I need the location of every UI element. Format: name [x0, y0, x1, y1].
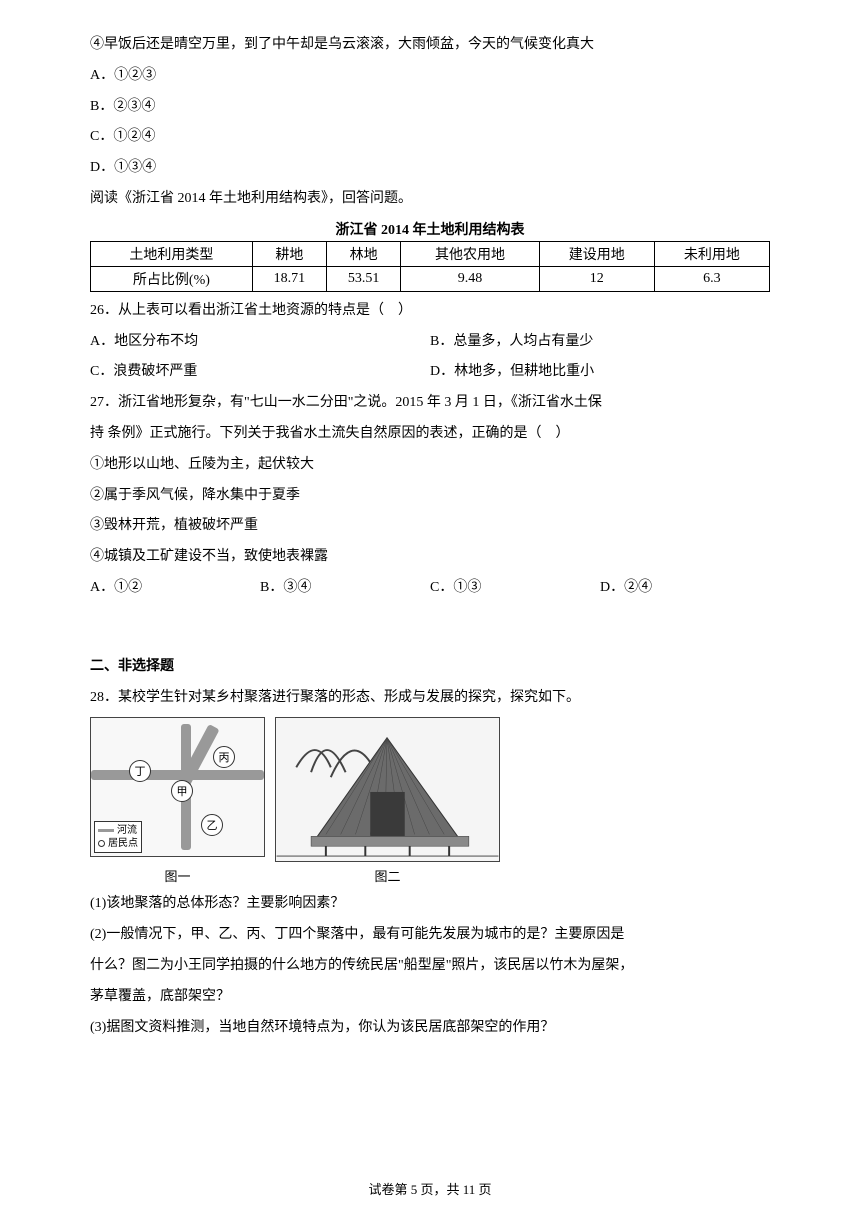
- option-c: C．①②④: [90, 122, 770, 153]
- table-cell: 所占比例(%): [91, 266, 253, 291]
- q27-statement-4: ④城镇及工矿建设不当，致使地表裸露: [90, 542, 770, 573]
- table-header-cell: 未利用地: [654, 241, 769, 266]
- table-header-cell: 其他农用地: [401, 241, 539, 266]
- table-cell: 12: [539, 266, 654, 291]
- q27-stem-line2: 持 条例》正式施行。下列关于我省水土流失自然原因的表述，正确的是（ ）: [90, 419, 770, 450]
- table-row: 所占比例(%) 18.71 53.51 9.48 12 6.3: [91, 266, 770, 291]
- q26-option-d: D．林地多，但耕地比重小: [430, 357, 594, 388]
- table-header-cell: 建设用地: [539, 241, 654, 266]
- q27-statement-2: ②属于季风气候，降水集中于夏季: [90, 481, 770, 512]
- statement-4: ④早饭后还是晴空万里，到了中午却是乌云滚滚，大雨倾盆，今天的气候变化真大: [90, 30, 770, 61]
- land-use-table: 土地利用类型 耕地 林地 其他农用地 建设用地 未利用地 所占比例(%) 18.…: [90, 241, 770, 292]
- q26-option-b: B．总量多，人均占有量少: [430, 327, 593, 358]
- figures-row: 丁 丙 甲 乙 河流 居民点: [90, 717, 770, 862]
- q28-part-2-line2: 什么？图二为小王同学拍摄的什么地方的传统民居"船型屋"照片，该民居以竹木为屋架，: [90, 951, 770, 982]
- legend-river-label: 河流: [117, 824, 137, 837]
- figure-1-legend: 河流 居民点: [94, 821, 142, 853]
- table-header-row: 土地利用类型 耕地 林地 其他农用地 建设用地 未利用地: [91, 241, 770, 266]
- section-2-header: 二、非选择题: [90, 652, 770, 683]
- table-title: 浙江省 2014 年土地利用结构表: [90, 219, 770, 239]
- figure-2: [275, 717, 500, 862]
- table-header-cell: 耕地: [252, 241, 326, 266]
- legend-settlement-icon: [98, 840, 105, 847]
- q28-part-1: (1)该地聚落的总体形态？主要影响因素？: [90, 889, 770, 920]
- q26-option-a: A．地区分布不均: [90, 327, 430, 358]
- figure-2-label: 图二: [275, 866, 500, 885]
- q27-stem-line1: 27．浙江省地形复杂，有"七山一水二分田"之说。2015 年 3 月 1 日，《…: [90, 388, 770, 419]
- table-cell: 9.48: [401, 266, 539, 291]
- q27-option-b: B．③④: [260, 573, 430, 604]
- q26-stem: 26．从上表可以看出浙江省土地资源的特点是（ ）: [90, 296, 770, 327]
- table-header-cell: 土地利用类型: [91, 241, 253, 266]
- q26-option-c: C．浪费破坏严重: [90, 357, 430, 388]
- q27-option-d: D．②④: [600, 573, 770, 604]
- table-cell: 18.71: [252, 266, 326, 291]
- legend-settlement-label: 居民点: [108, 837, 138, 850]
- option-d: D．①③④: [90, 153, 770, 184]
- legend-river-icon: [98, 829, 114, 832]
- figure-1: 丁 丙 甲 乙 河流 居民点: [90, 717, 265, 857]
- q27-statement-1: ①地形以山地、丘陵为主，起伏较大: [90, 450, 770, 481]
- q27-option-a: A．①②: [90, 573, 260, 604]
- q28-stem: 28．某校学生针对某乡村聚落进行聚落的形态、形成与发展的探究，探究如下。: [90, 683, 770, 714]
- q28-part-2-line1: (2)一般情况下，甲、乙、丙、丁四个聚落中，最有可能先发展为城市的是？主要原因是: [90, 920, 770, 951]
- option-b: B．②③④: [90, 92, 770, 123]
- figure-1-label: 图一: [90, 866, 265, 885]
- option-a: A．①②③: [90, 61, 770, 92]
- q28-part-3: (3)据图文资料推测，当地自然环境特点为，你认为该民居底部架空的作用？: [90, 1013, 770, 1044]
- page-footer: 试卷第 5 页，共 11 页: [0, 1179, 860, 1198]
- river-horizontal: [91, 770, 264, 780]
- hut-illustration: [276, 718, 499, 861]
- table-cell: 53.51: [327, 266, 401, 291]
- table-cell: 6.3: [654, 266, 769, 291]
- q28-part-2-line3: 茅草覆盖，底部架空？: [90, 982, 770, 1013]
- q27-option-c: C．①③: [430, 573, 600, 604]
- reading-prompt: 阅读《浙江省 2014 年土地利用结构表》，回答问题。: [90, 184, 770, 215]
- node-yi: 乙: [201, 814, 223, 836]
- node-bing: 丙: [213, 746, 235, 768]
- table-header-cell: 林地: [327, 241, 401, 266]
- q27-statement-3: ③毁林开荒，植被破坏严重: [90, 511, 770, 542]
